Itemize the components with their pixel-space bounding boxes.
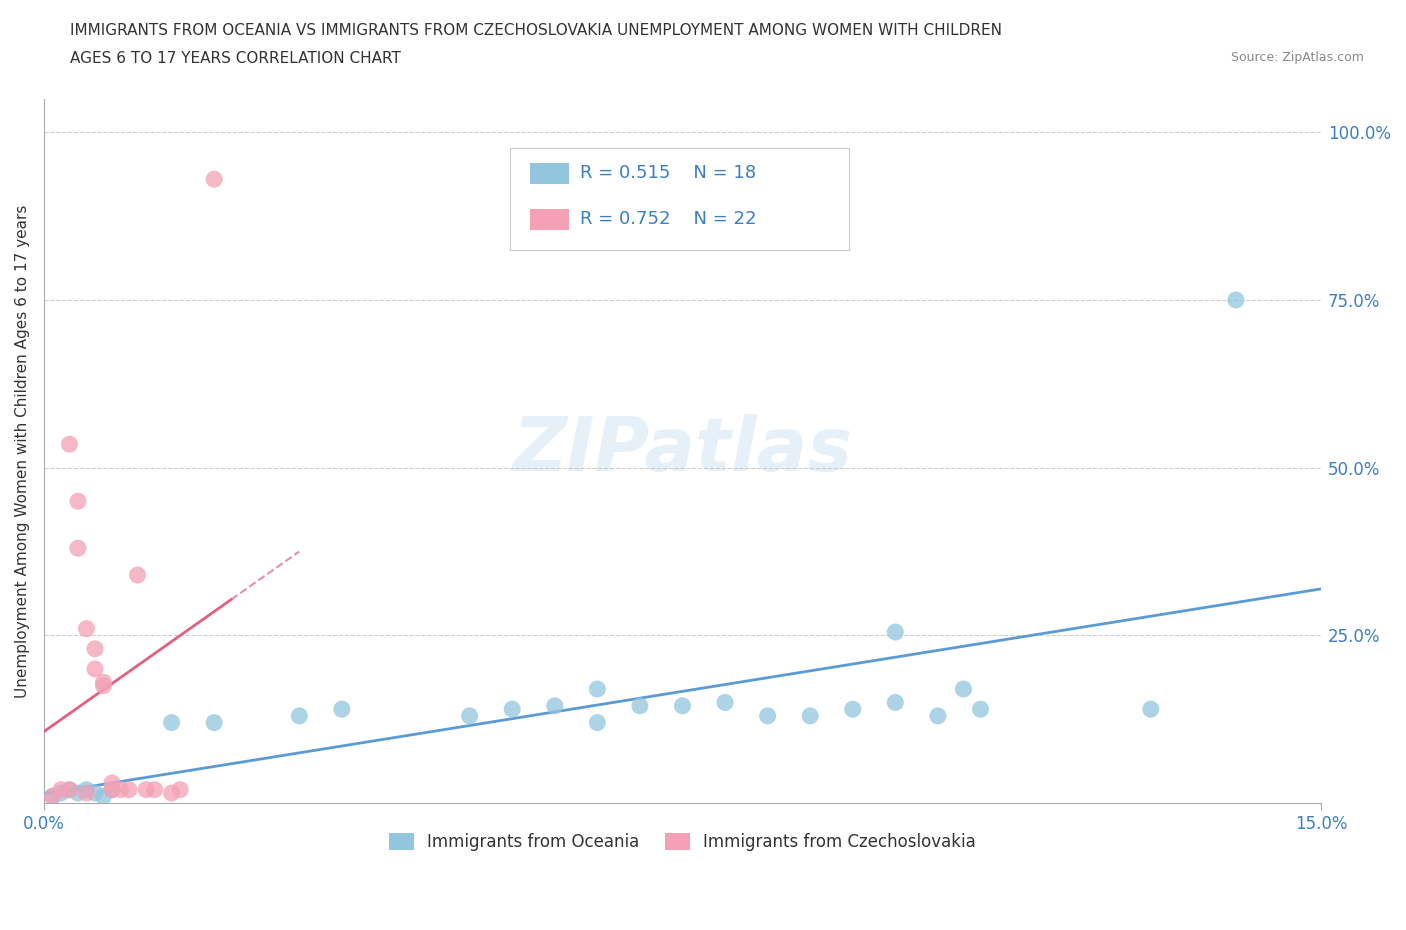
Point [93,678,115,693]
Point [66,540,89,555]
Point [799,709,821,724]
Point [101,776,124,790]
Point [135,782,157,797]
Point [952,682,974,697]
Point [66,494,89,509]
Point [458,709,481,724]
Point [884,695,907,710]
Text: IMMIGRANTS FROM OCEANIA VS IMMIGRANTS FROM CZECHOSLOVAKIA UNEMPLOYMENT AMONG WOM: IMMIGRANTS FROM OCEANIA VS IMMIGRANTS FR… [70,23,1002,38]
Point [586,715,609,730]
Point [41,789,63,804]
Point [58,782,80,797]
Point [1139,702,1161,717]
Point [714,695,737,710]
Point [127,567,149,582]
Point [969,702,991,717]
FancyBboxPatch shape [530,208,569,230]
Point [501,702,523,717]
Point [93,675,115,690]
Point [927,709,949,724]
Point [586,682,609,697]
Point [41,789,63,804]
Point [84,786,107,801]
Text: ZIPatlas: ZIPatlas [512,415,852,487]
Point [49,786,72,801]
Point [101,782,124,797]
Point [93,789,115,804]
Point [884,625,907,640]
Point [544,698,567,713]
Point [66,786,89,801]
Point [84,642,107,657]
Point [160,715,183,730]
Point [1225,293,1247,308]
Point [160,786,183,801]
Point [756,709,779,724]
Point [842,702,865,717]
Text: R = 0.515    N = 18: R = 0.515 N = 18 [581,164,756,181]
Point [101,782,124,797]
FancyBboxPatch shape [510,148,848,250]
Point [330,702,353,717]
Point [84,661,107,676]
Point [143,782,166,797]
Text: R = 0.752    N = 22: R = 0.752 N = 22 [581,210,756,228]
Point [75,786,97,801]
Point [202,172,225,187]
Point [75,621,97,636]
FancyBboxPatch shape [530,163,569,184]
Point [110,782,132,797]
Point [169,782,191,797]
Point [75,782,97,797]
Point [58,782,80,797]
Legend: Immigrants from Oceania, Immigrants from Czechoslovakia: Immigrants from Oceania, Immigrants from… [382,827,983,858]
Text: Source: ZipAtlas.com: Source: ZipAtlas.com [1230,51,1364,64]
Point [671,698,693,713]
Point [202,715,225,730]
Text: AGES 6 TO 17 YEARS CORRELATION CHART: AGES 6 TO 17 YEARS CORRELATION CHART [70,51,401,66]
Point [628,698,651,713]
Point [49,782,72,797]
Point [288,709,311,724]
Y-axis label: Unemployment Among Women with Children Ages 6 to 17 years: Unemployment Among Women with Children A… [15,205,30,698]
Point [118,782,141,797]
Point [58,437,80,452]
